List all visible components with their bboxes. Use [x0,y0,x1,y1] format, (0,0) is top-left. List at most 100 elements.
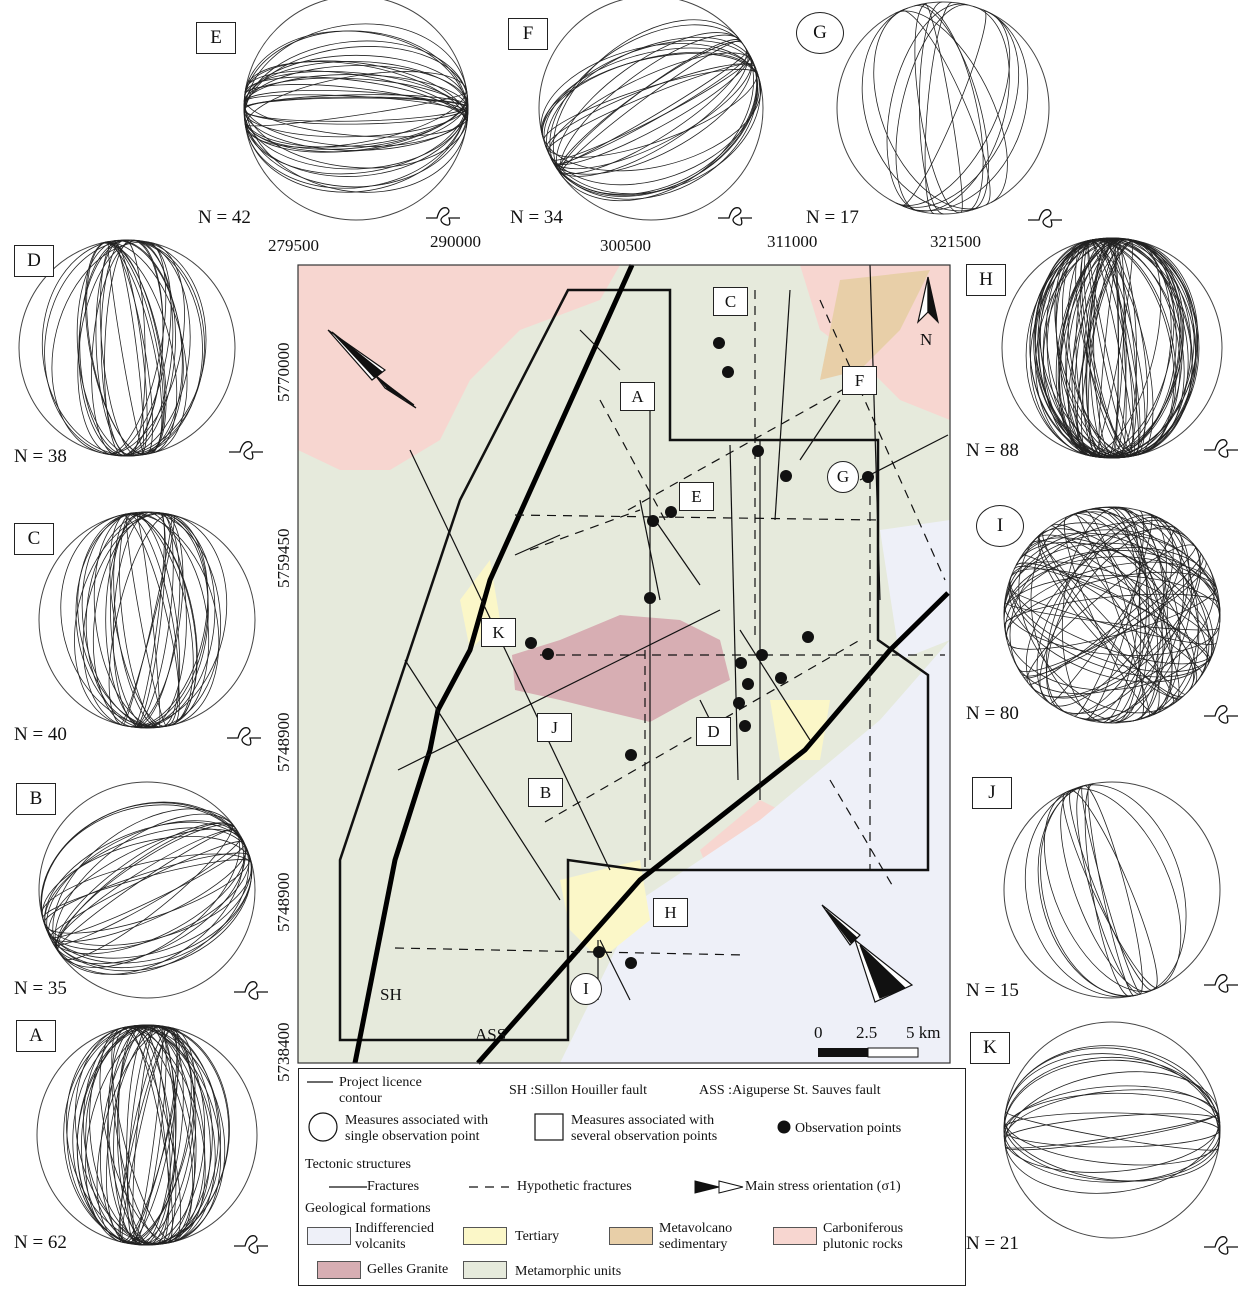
great-circle [1084,510,1144,720]
great-circle [119,239,164,457]
y-tick: 5748900 [274,712,293,773]
map-tag-h: H [653,898,688,927]
great-circle [551,56,751,161]
great-circle [92,512,161,728]
stereonet-b [38,781,256,999]
legend-metamorphic: Metamorphic units [515,1264,622,1279]
great-circle [1038,240,1139,457]
stereonet-n-h: N = 88 [966,440,1019,461]
great-circle [49,840,245,938]
great-circle [1004,1115,1220,1194]
great-circle [244,40,468,119]
south-symbol [234,1235,268,1254]
great-circle [919,3,984,212]
stereonet-circle [836,1,1050,215]
great-circle [894,10,1008,203]
great-circle [1057,521,1190,714]
great-circle [1083,239,1133,457]
stereonet-circle [38,781,256,999]
great-circle [244,30,469,121]
great-circle [54,829,239,949]
great-circle [52,808,235,955]
stereonet-j [1003,781,1221,999]
great-circle [120,239,176,457]
great-circle [1110,237,1197,459]
great-circle [107,241,146,455]
great-circle [1091,508,1164,722]
great-circle [243,98,468,138]
great-circle [1092,239,1133,457]
great-circle [43,858,253,964]
great-circle [132,1025,164,1245]
legend-sh: SH :Sillon Houiller fault [509,1083,648,1098]
great-circle [1009,576,1214,673]
south-symbol [1204,1236,1238,1255]
great-circle [1089,237,1113,459]
stereonet-n-f: N = 34 [510,207,563,228]
great-circle [74,1026,169,1245]
great-circle [138,1024,197,1246]
great-circle [1087,239,1134,457]
great-circle [913,5,989,211]
great-circle [902,9,1029,212]
stereonet-circle [1003,1021,1221,1239]
great-circle [1085,240,1162,456]
great-circle [113,240,148,456]
great-circle [116,1024,149,1246]
great-circle [1003,575,1221,616]
volcanits-zone-2 [880,520,950,660]
stress-arrow-nw [327,329,417,409]
south-symbol [227,727,261,746]
great-circle [1043,790,1156,992]
great-circle [244,60,468,124]
great-circle [1038,535,1186,695]
great-circle [46,820,245,938]
great-circle [41,239,136,457]
great-circle [121,514,228,728]
y-tick: 5738400 [274,1022,293,1083]
great-circle [48,828,244,939]
legend-tertiary: Tertiary [515,1229,560,1244]
great-circle [1111,237,1127,459]
great-circle [56,824,237,952]
stereonet-e [243,0,469,221]
great-circle [1023,552,1202,679]
great-circle [121,1027,182,1243]
great-circle [1076,785,1141,995]
great-circle [1004,1119,1220,1166]
great-circle [141,511,222,729]
great-circle [559,34,741,177]
great-circle [546,36,754,155]
great-circle [121,513,220,726]
great-circle [42,859,252,918]
great-circle [49,843,245,939]
great-circle [65,1026,169,1244]
great-circle [1084,783,1131,997]
metavolcano-zone [820,270,930,380]
great-circle [243,104,469,138]
stereonet-n-e: N = 42 [198,207,251,228]
great-circle [51,838,250,975]
great-circle [40,804,251,922]
stereonet-n-j: N = 15 [966,980,1019,1001]
stereonet-a [36,1024,258,1246]
great-circle [901,10,987,207]
great-circle [104,241,167,455]
great-circle [113,512,161,728]
great-circle [1110,506,1168,724]
legend-obs: Observation points [795,1121,902,1136]
great-circle [1060,788,1151,992]
great-circle [43,852,251,924]
great-circle [105,511,148,729]
scale-bar [818,1047,919,1058]
great-circle [1104,237,1127,459]
great-circle [551,56,753,170]
legend-stress: Main stress orientation (σ1) [745,1179,901,1194]
great-circle [104,239,131,457]
great-circle [1074,238,1129,458]
great-circle [551,55,753,175]
great-circle [109,513,167,727]
observation-points [525,337,874,969]
great-circle [1063,516,1157,715]
